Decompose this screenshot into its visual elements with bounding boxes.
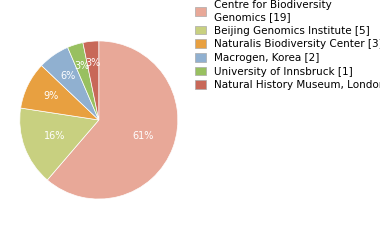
Text: 6%: 6% [60, 71, 76, 81]
Text: 16%: 16% [44, 132, 65, 141]
Text: 9%: 9% [43, 91, 58, 101]
Wedge shape [20, 108, 99, 180]
Wedge shape [48, 41, 178, 199]
Wedge shape [21, 66, 99, 120]
Text: 3%: 3% [86, 58, 101, 68]
Text: 61%: 61% [133, 132, 154, 141]
Legend: Centre for Biodiversity
Genomics [19], Beijing Genomics Institute [5], Naturalis: Centre for Biodiversity Genomics [19], B… [195, 0, 380, 90]
Wedge shape [41, 47, 99, 120]
Wedge shape [68, 42, 99, 120]
Text: 3%: 3% [74, 61, 89, 71]
Wedge shape [83, 41, 99, 120]
